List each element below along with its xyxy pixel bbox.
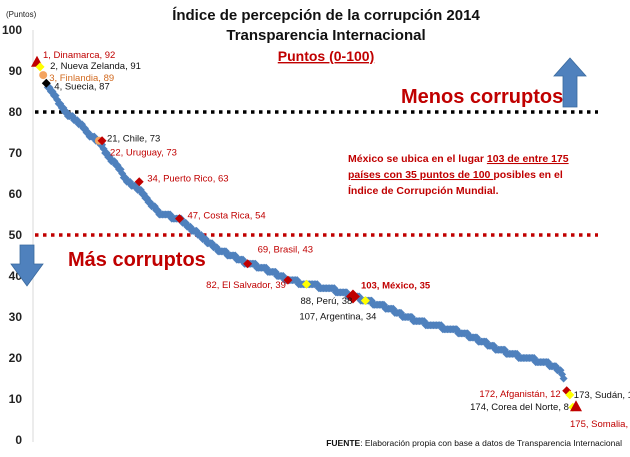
y-tick-label: 0 [15,433,22,447]
point-label: 3, Finlandia, 89 [49,73,114,84]
y-tick-label: 20 [9,351,23,365]
data-series [42,79,568,383]
point-nueva-zelanda [35,62,45,72]
point-label: 172, Afganistán, 12 [479,389,560,400]
y-tick-label: 50 [9,228,23,242]
point-label: 173, Sudán, 11 [574,390,630,401]
source-rest: : Elaboración propia con base a datos de… [360,438,622,448]
point-label: 1, Dinamarca, 92 [43,50,115,61]
note-part1: México se ubica en el lugar [348,153,487,165]
point-label: 174, Corea del Norte, 8 [470,402,569,413]
chart-subtitle: Puntos (0-100) [278,48,374,64]
point-label: 34, Puerto Rico, 63 [147,174,228,185]
y-axis-unit: (Puntos) [6,10,37,19]
point-label: 175, Somalia, 8 [570,419,630,430]
series-point [251,259,260,268]
point-uruguay [97,136,107,146]
point-finlandia [39,71,48,80]
mexico-note-line2: países con 35 puntos de 100 posibles en … [348,169,563,181]
point-puerto-rico [134,177,144,187]
arrow-down-icon [10,244,44,287]
point-brasil [243,259,253,269]
point-label: 107, Argentina, 34 [299,312,376,323]
point-label: 21, Chile, 73 [107,134,160,145]
point-label: 82, El Salvador, 39 [206,280,286,291]
y-tick-label: 90 [9,64,23,78]
point-label: 2, Nueva Zelanda, 91 [50,61,141,72]
reference-lines [35,110,598,237]
mas-corruptos-label: Más corruptos [68,249,206,271]
point-label: 103, México, 35 [361,281,431,292]
y-tick-label: 60 [9,187,23,201]
mexico-note-line3: Índice de Corrupción Mundial. [348,184,499,197]
point-costa-rica [174,214,184,224]
series-point [559,374,568,383]
y-tick-label: 100 [2,23,22,37]
highlighted-points [31,55,582,412]
point-label: 69, Brasil, 43 [258,245,313,256]
source-note: FUENTE: Elaboración propia con base a da… [326,438,622,448]
point-argentina [360,296,370,306]
y-tick-label: 30 [9,310,23,324]
arrow-up-icon [553,57,587,108]
mexico-note-line1: México se ubica en el lugar 103 de entre… [348,153,569,165]
point-per- [302,279,311,289]
note-line2a: países con 35 puntos de 100 [348,169,493,181]
menos-corruptos-label: Menos corruptos [401,86,563,108]
source-bold: FUENTE [326,438,360,448]
y-tick-label: 80 [9,105,23,119]
point-label: 47, Costa Rica, 54 [187,211,265,222]
point-somalia [570,400,582,412]
point-label: 22, Uruguay, 73 [110,148,177,159]
chart-title-line2: Transparencia Internacional [226,27,425,44]
point-label: 88, Perú, 38 [301,296,353,307]
note-part2: 103 de entre 175 [487,153,569,165]
chart-title: Índice de percepción de la corrupción 20… [172,7,480,24]
y-tick-label: 70 [9,146,23,160]
point-suecia [41,78,51,88]
point-label: 4, Suecia, 87 [54,81,109,92]
point-el-salvador [283,275,293,285]
point-m-xico [345,289,360,304]
note-line2b: posibles en el [493,169,563,181]
y-tick-label: 10 [9,392,23,406]
point-sud-n [565,390,575,400]
point-labels: 1, Dinamarca, 922, Nueva Zelanda, 913, F… [43,50,630,430]
